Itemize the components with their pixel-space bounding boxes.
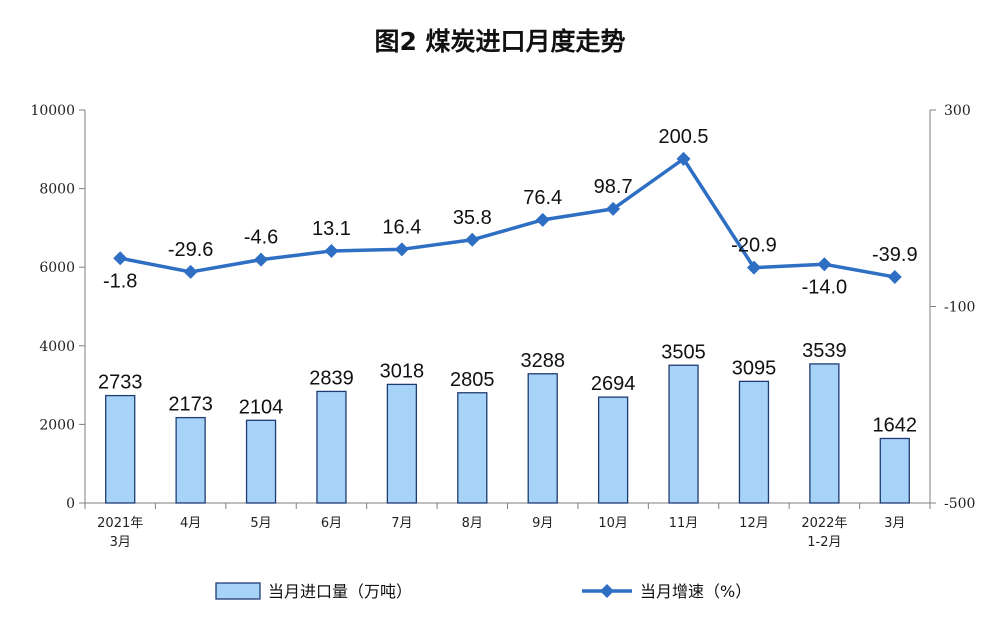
bar-value-label: 3095	[732, 357, 777, 379]
bar	[597, 396, 629, 504]
line-value-label: 16.4	[382, 216, 421, 238]
left-tick-label: 8000	[39, 182, 75, 198]
right-tick-label: -500	[944, 496, 975, 512]
line-value-label: 35.8	[453, 207, 492, 229]
bar-value-label: 2733	[98, 372, 143, 394]
line-point	[606, 201, 621, 216]
bar-series: 2733 2173 2104 2839 3018 2805 3288 2694 3505 3095…	[98, 340, 918, 504]
line-value-label: -29.6	[168, 239, 214, 261]
line-value-label: -1.8	[103, 270, 137, 292]
legend: 当月进口量（万吨） 当月增速（%）	[215, 582, 751, 601]
x-tick-label: 7月	[391, 516, 412, 531]
bar-value-label: 1642	[873, 414, 918, 436]
right-tick-label: -100	[944, 300, 975, 316]
x-tick-label: 9月	[532, 516, 553, 531]
growth-line	[119, 157, 896, 279]
line-point	[465, 232, 480, 247]
left-tick-label: 0	[66, 496, 75, 512]
x-tick-label: 8月	[462, 516, 483, 531]
line-value-label: -39.9	[872, 244, 918, 266]
line-point	[324, 243, 339, 258]
line-point	[746, 260, 761, 275]
line-value-label: 98.7	[594, 176, 633, 198]
x-tick-label: 6月	[321, 516, 342, 531]
legend-line-marker	[600, 584, 614, 598]
line-value-label: -14.0	[802, 276, 848, 298]
line-point	[113, 251, 128, 266]
bar-value-label: 2805	[450, 369, 495, 391]
bar-value-label: 3505	[661, 341, 706, 363]
bar	[175, 416, 206, 504]
x-tick-label: 2021年 3月	[97, 516, 143, 550]
bar-value-label: 3288	[520, 350, 565, 372]
bar	[316, 390, 347, 504]
bar	[809, 363, 840, 504]
line-point	[887, 269, 902, 284]
bar	[527, 373, 558, 504]
left-tick-label: 2000	[39, 417, 75, 433]
x-axis: 2021年 3月 4月 5月 6月 7月 8月 9月 10月 11月 12月 2022年 1-2月 3月	[84, 502, 931, 550]
x-tick-label: 5月	[250, 516, 271, 531]
line-point	[254, 252, 269, 267]
bar-value-label: 2104	[239, 396, 284, 418]
legend-bar-label: 当月进口量（万吨）	[268, 582, 412, 601]
x-tick-label: 11月	[669, 516, 699, 531]
left-tick-label: 10000	[30, 103, 75, 119]
line-value-label: -20.9	[731, 235, 777, 257]
line-point	[394, 242, 409, 257]
left-axis: 0 2000 4000 6000 8000 10000	[30, 103, 86, 512]
line-series: -1.8 -29.6 -4.6 13.1 16.4 35.8 76.4 98.7 200.5 -2…	[103, 126, 918, 298]
line-point	[183, 264, 198, 279]
left-tick-label: 6000	[39, 260, 75, 276]
bar	[668, 364, 699, 504]
x-tick-label: 10月	[598, 516, 628, 531]
line-point	[535, 212, 550, 227]
x-tick-label: 12月	[739, 516, 769, 531]
x-tick-label: 4月	[180, 516, 201, 531]
bar-value-label: 3018	[380, 360, 425, 382]
line-point	[676, 151, 691, 166]
x-tick-label: 3月	[884, 516, 905, 531]
legend-line-label: 当月增速（%）	[640, 582, 751, 601]
bar	[457, 392, 488, 504]
bar	[245, 419, 277, 504]
bar-value-label: 2173	[168, 394, 213, 416]
left-tick-label: 4000	[39, 339, 75, 355]
bar-value-label: 3539	[802, 340, 847, 362]
x-tick-label: 2022年 1-2月	[801, 516, 847, 550]
line-value-label: 200.5	[659, 126, 709, 148]
line-value-label: 76.4	[523, 187, 562, 209]
right-axis: -500 -100 300	[929, 103, 975, 512]
bar-value-label: 2839	[309, 367, 354, 389]
bar	[879, 437, 910, 504]
bar	[105, 394, 136, 504]
chart-title: 图2 煤炭进口月度走势	[374, 27, 626, 56]
bar	[386, 383, 418, 504]
right-tick-label: 300	[944, 103, 971, 119]
bar-value-label: 2694	[591, 373, 636, 395]
legend-bar-swatch	[215, 582, 261, 600]
line-value-label: 13.1	[312, 218, 351, 240]
line-point	[817, 257, 832, 272]
line-value-label: -4.6	[244, 227, 278, 249]
bar	[738, 380, 770, 504]
